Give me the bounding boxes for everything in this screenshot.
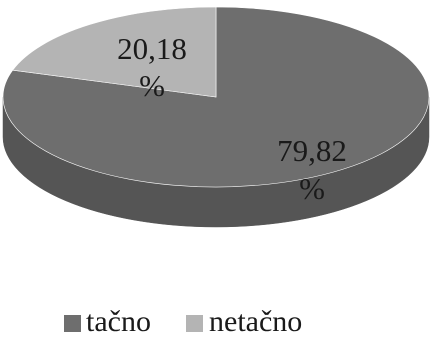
slice-unit-label-netačno: % bbox=[139, 68, 165, 103]
pie-top-layer bbox=[2, 6, 430, 188]
legend-swatch-tačno bbox=[64, 315, 81, 332]
legend: tačno netačno bbox=[64, 305, 302, 337]
slice-value-label-tačno: 79,82 bbox=[277, 133, 347, 168]
legend-swatch-netačno bbox=[186, 315, 203, 332]
pie-labels-layer: 79,82%20,18% bbox=[117, 31, 347, 206]
pie-slice-netačno bbox=[12, 6, 217, 98]
slice-unit-label-tačno: % bbox=[299, 171, 325, 206]
legend-label-tačno: tačno bbox=[86, 305, 151, 337]
slice-value-label-netačno: 20,18 bbox=[117, 31, 187, 66]
legend-label-netačno: netačno bbox=[209, 305, 302, 337]
